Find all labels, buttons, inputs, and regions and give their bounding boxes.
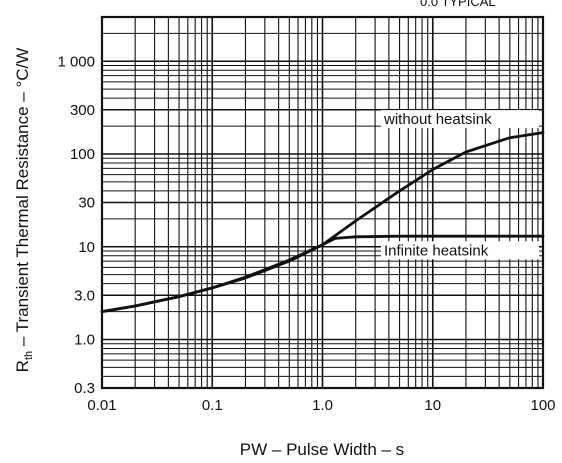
x-tick-label: 0.1 [202, 397, 223, 414]
x-axis-label: PW – Pulse Width – s [240, 440, 404, 459]
y-tick-label: 3.0 [74, 287, 95, 304]
grid [102, 17, 543, 388]
x-tick-label: 0.01 [87, 397, 116, 414]
y-tick-label: 1 000 [57, 53, 95, 70]
x-tick-label: 100 [530, 397, 555, 414]
x-tick-label: 10 [424, 397, 441, 414]
y-axis-label: Rth – Transient Thermal Resistance – °C/… [13, 48, 35, 373]
y-axis-label-main: R [13, 360, 32, 372]
series-label-infinite-heatsink: Infinite heatsink [384, 242, 489, 259]
x-tick-labels: 0.01 0.1 1.0 10 100 [87, 397, 555, 414]
y-tick-label: 300 [70, 102, 95, 119]
top-fragment-label: 0.0 TYPICAL [420, 0, 496, 9]
series-label-without-heatsink: without heatsink [383, 111, 492, 128]
y-axis-label-rest: – Transient Thermal Resistance – °C/W [13, 48, 32, 351]
y-axis-label-sub: th [23, 351, 35, 360]
y-tick-label: 100 [70, 146, 95, 163]
y-tick-label: 10 [78, 239, 95, 256]
y-tick-label: 1.0 [74, 332, 95, 349]
y-tick-label: 30 [78, 195, 95, 212]
x-tick-label: 1.0 [312, 397, 333, 414]
y-tick-labels: 0.3 1.0 3.0 10 30 100 300 1 000 [57, 53, 95, 397]
y-tick-label: 0.3 [74, 380, 95, 397]
